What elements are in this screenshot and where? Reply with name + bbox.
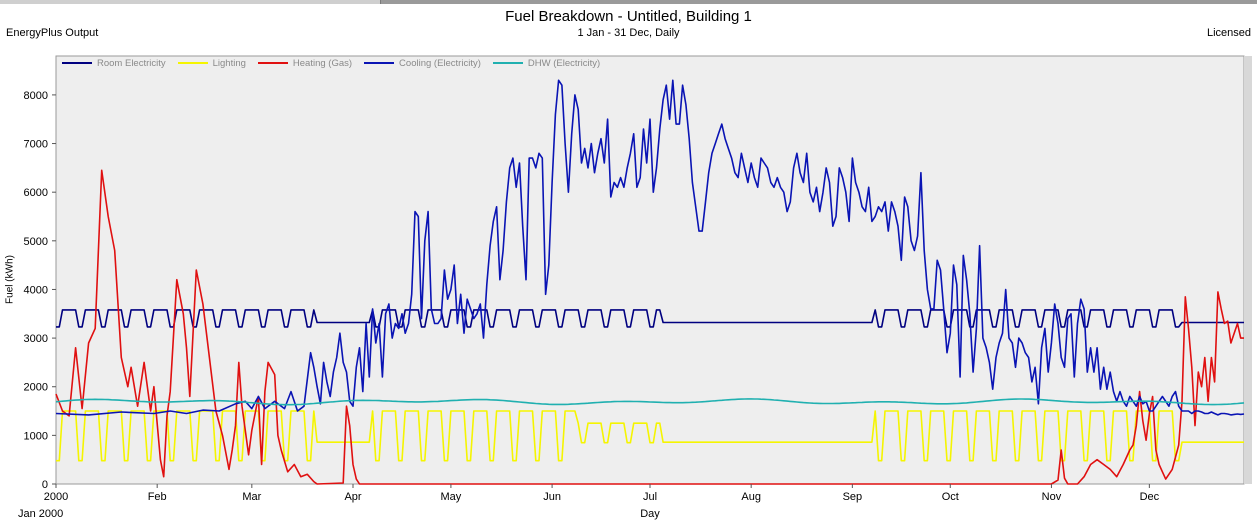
- chart-title: Fuel Breakdown - Untitled, Building 1: [505, 8, 752, 25]
- legend-item-heating-gas: Heating (Gas): [257, 57, 353, 69]
- x-tick-label: Jul: [643, 491, 657, 503]
- legend-swatch: [62, 62, 92, 64]
- y-tick-label: 1000: [24, 430, 48, 442]
- y-tick-label: 8000: [24, 90, 48, 102]
- legend-item-cooling-electricity: Cooling (Electricity): [364, 58, 481, 69]
- output-source-label: EnergyPlus Output: [6, 27, 99, 39]
- x-tick-label: Dec: [1140, 491, 1160, 503]
- series-line-lighting: [56, 410, 1244, 462]
- legend-label: DHW (Electricity): [527, 57, 601, 69]
- legend-swatch: [364, 62, 395, 64]
- legend-swatch: [177, 62, 208, 64]
- x-tick-label: Mar: [242, 491, 261, 503]
- legend-item-dhw-electricity: DHW (Electricity): [492, 57, 601, 69]
- license-label: Licensed: [1206, 27, 1251, 39]
- y-tick-label: 6000: [24, 187, 48, 199]
- x-tick-label: May: [441, 491, 462, 503]
- window-tab-strip[interactable]: [0, 0, 381, 4]
- legend-label: Cooling (Electricity): [399, 57, 481, 69]
- y-tick-label: 4000: [24, 284, 48, 296]
- legend-label: Lighting: [212, 57, 246, 69]
- y-tick-label: 2000: [24, 382, 48, 394]
- series-line-dhw-electricity: [55, 398, 1245, 406]
- x-tick-label: 2000: [44, 491, 68, 503]
- x-tick-label: Aug: [741, 491, 761, 503]
- x-tick-label: Apr: [344, 491, 361, 503]
- legend-swatch: [257, 62, 288, 64]
- series-line-cooling-electricity: [55, 79, 1245, 416]
- legend-label: Room Electricity: [97, 57, 166, 69]
- y-tick-label: 5000: [24, 236, 48, 248]
- plot-right-border: [1244, 56, 1252, 484]
- window-top-strip: [0, 0, 1257, 4]
- y-tick-label: 0: [42, 479, 48, 491]
- y-tick-label: 7000: [24, 139, 48, 151]
- x-axis-year-label: Jan 2000: [18, 508, 64, 520]
- chart-legend: Room Electricity Lighting Heating (Gas) Coo…: [56, 56, 606, 70]
- legend-item-lighting: Lighting: [177, 57, 246, 69]
- x-tick-label: Feb: [148, 491, 167, 503]
- x-tick-label: Jun: [543, 491, 561, 503]
- x-axis-title: Day: [640, 508, 660, 520]
- y-tick-label: 3000: [24, 333, 48, 345]
- series-line-heating-gas: [55, 169, 1244, 485]
- x-tick-label: Sep: [843, 491, 863, 503]
- y-axis-title-wrap: Fuel (kWh): [3, 226, 17, 336]
- x-tick-label: Oct: [942, 491, 959, 503]
- series-line-room-electricity: [56, 309, 1244, 328]
- legend-item-room-electricity: Room Electricity: [62, 58, 166, 69]
- x-tick-label: Nov: [1042, 491, 1062, 503]
- chart-subtitle: 1 Jan - 31 Dec, Daily: [577, 27, 680, 39]
- legend-label: Heating (Gas): [292, 57, 353, 69]
- y-axis-title: Fuel (kWh): [4, 255, 16, 304]
- legend-swatch: [492, 62, 523, 64]
